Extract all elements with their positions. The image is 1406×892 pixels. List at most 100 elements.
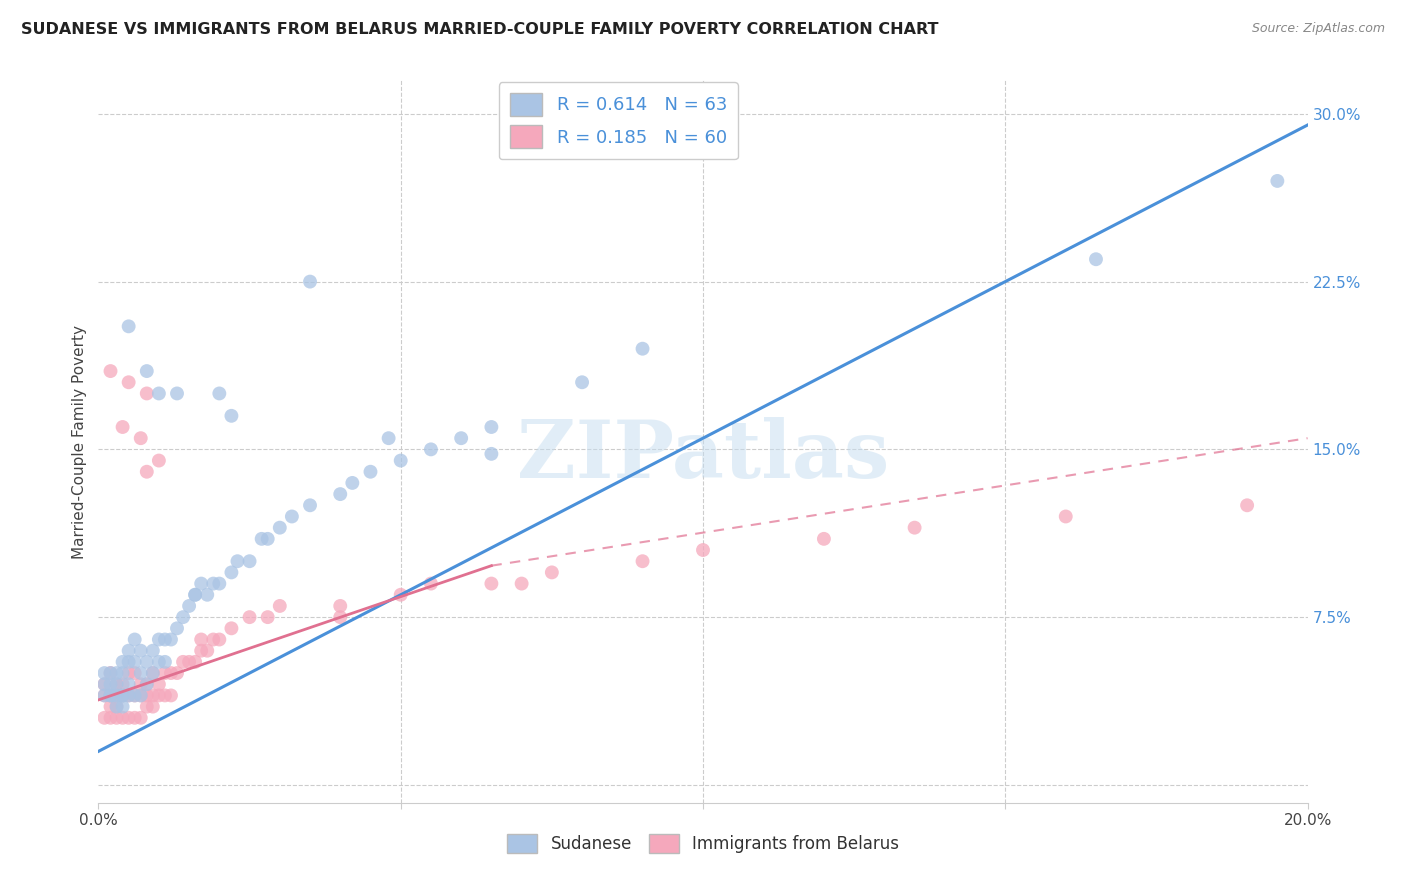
Point: [135, 689, 157, 703]
Y-axis label: Married-Couple Family Poverty: Married-Couple Family Poverty: [72, 325, 87, 558]
Point: [100, 711, 122, 725]
Point: [100, 699, 122, 714]
Point: [510, 576, 533, 591]
Point: [142, 699, 165, 714]
Point: [571, 376, 593, 390]
Point: [202, 576, 225, 591]
Point: [1267, 174, 1289, 188]
Point: [135, 677, 157, 691]
Point: [221, 409, 243, 423]
Point: [389, 453, 412, 467]
Point: [481, 420, 503, 434]
Point: [118, 655, 141, 669]
Point: [148, 386, 170, 401]
Legend: Sudanese, Immigrants from Belarus: Sudanese, Immigrants from Belarus: [501, 827, 905, 860]
Point: [172, 610, 194, 624]
Point: [160, 689, 183, 703]
Point: [166, 666, 188, 681]
Point: [202, 632, 225, 647]
Point: [208, 632, 231, 647]
Point: [1054, 509, 1077, 524]
Point: [172, 655, 194, 669]
Point: [118, 677, 141, 691]
Point: [129, 431, 152, 445]
Point: [100, 689, 122, 703]
Point: [105, 689, 128, 703]
Point: [148, 677, 170, 691]
Point: [420, 442, 443, 457]
Text: Source: ZipAtlas.com: Source: ZipAtlas.com: [1251, 22, 1385, 36]
Point: [481, 576, 503, 591]
Point: [118, 711, 141, 725]
Point: [208, 576, 231, 591]
Point: [329, 610, 352, 624]
Point: [135, 386, 157, 401]
Point: [100, 689, 122, 703]
Point: [329, 487, 352, 501]
Point: [184, 588, 207, 602]
Point: [129, 666, 152, 681]
Point: [208, 386, 231, 401]
Text: ZIPatlas: ZIPatlas: [517, 417, 889, 495]
Point: [692, 543, 714, 558]
Point: [100, 364, 122, 378]
Point: [190, 643, 212, 657]
Point: [329, 599, 352, 613]
Point: [1236, 498, 1258, 512]
Point: [153, 689, 176, 703]
Point: [135, 465, 157, 479]
Point: [111, 711, 134, 725]
Point: [111, 689, 134, 703]
Point: [93, 677, 115, 691]
Point: [148, 689, 170, 703]
Point: [111, 420, 134, 434]
Point: [195, 643, 218, 657]
Point: [481, 447, 503, 461]
Point: [142, 689, 165, 703]
Point: [360, 465, 382, 479]
Point: [111, 666, 134, 681]
Point: [226, 554, 249, 568]
Point: [148, 453, 170, 467]
Point: [105, 689, 128, 703]
Point: [256, 610, 278, 624]
Point: [904, 521, 927, 535]
Point: [135, 364, 157, 378]
Point: [153, 666, 176, 681]
Point: [93, 689, 115, 703]
Point: [299, 275, 322, 289]
Point: [142, 666, 165, 681]
Point: [1085, 252, 1108, 267]
Point: [100, 666, 122, 681]
Point: [190, 576, 212, 591]
Point: [105, 699, 128, 714]
Point: [118, 689, 141, 703]
Point: [153, 655, 176, 669]
Point: [142, 666, 165, 681]
Point: [111, 677, 134, 691]
Point: [111, 689, 134, 703]
Point: [195, 588, 218, 602]
Point: [118, 643, 141, 657]
Point: [166, 621, 188, 635]
Point: [540, 566, 562, 580]
Point: [239, 554, 262, 568]
Point: [105, 677, 128, 691]
Point: [124, 689, 146, 703]
Point: [124, 711, 146, 725]
Point: [118, 319, 141, 334]
Point: [221, 566, 243, 580]
Point: [148, 632, 170, 647]
Point: [221, 621, 243, 635]
Point: [420, 576, 443, 591]
Point: [190, 632, 212, 647]
Point: [118, 689, 141, 703]
Point: [124, 632, 146, 647]
Point: [239, 610, 262, 624]
Point: [631, 342, 654, 356]
Point: [813, 532, 835, 546]
Point: [269, 599, 291, 613]
Point: [148, 655, 170, 669]
Point: [124, 666, 146, 681]
Point: [153, 632, 176, 647]
